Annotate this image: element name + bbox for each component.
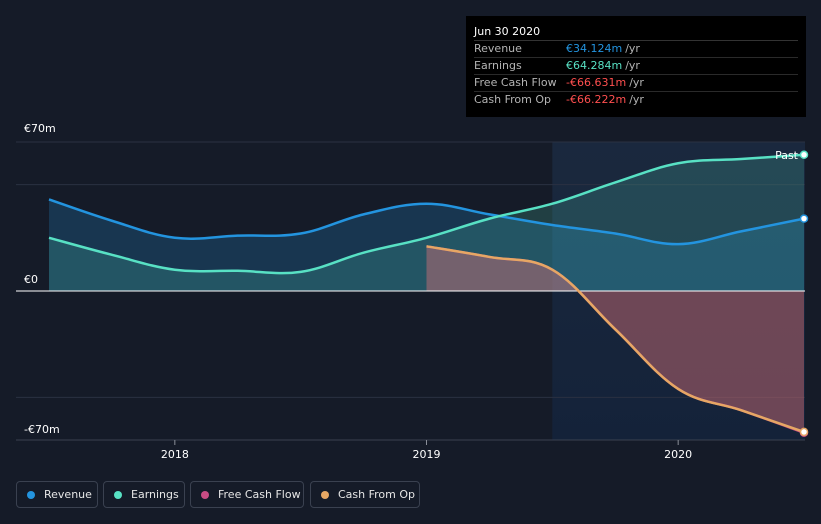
y-tick-label: -€70m [24, 423, 60, 436]
series-areas [49, 154, 804, 433]
x-tick-label: 2018 [161, 448, 189, 461]
revenue-endpoint [799, 214, 809, 223]
cash-from-op-line [426, 245, 805, 434]
tooltip-value: €34.124m [566, 42, 623, 55]
y-axis-labels: €70m €0 -€70m [24, 122, 60, 436]
legend-item-cash-from-op[interactable]: Cash From Op [310, 481, 420, 508]
tooltip-unit: /yr [629, 93, 644, 106]
tooltip-value: -€66.222m [566, 93, 627, 106]
tooltip-unit: /yr [625, 42, 640, 55]
tooltip-row-earnings: Earnings €64.284m /yr [474, 58, 798, 75]
past-label: Past [775, 149, 799, 162]
legend-label: Revenue [44, 488, 92, 501]
tooltip-row-revenue: Revenue €34.124m /yr [474, 41, 798, 58]
legend-label: Free Cash Flow [218, 488, 301, 501]
earnings-line [48, 153, 805, 275]
tooltip-row-free-cash-flow: Free Cash Flow -€66.631m /yr [474, 75, 798, 92]
legend-item-revenue[interactable]: Revenue [16, 481, 98, 508]
revenue-line [48, 198, 805, 246]
free-cash-flow-area [426, 246, 804, 433]
tooltip-label: Cash From Op [474, 93, 552, 106]
x-tick-label: 2019 [413, 448, 441, 461]
revenue-area [49, 199, 804, 291]
cash-from-op-dot-icon [321, 490, 329, 499]
earnings-area [49, 154, 804, 291]
tooltip-unit: /yr [625, 59, 640, 72]
tooltip-value: -€66.631m [566, 76, 627, 89]
tooltip: Jun 30 2020 Revenue €34.124m /yr Earning… [466, 16, 806, 117]
tooltip-label: Earnings [474, 59, 522, 72]
cash-from-op-area [426, 246, 804, 432]
y-tick-label: €0 [24, 273, 38, 286]
legend-item-earnings[interactable]: Earnings [103, 481, 185, 508]
series-lines [48, 153, 805, 434]
tooltip-date: Jun 30 2020 [474, 23, 798, 41]
x-axis: 2018 2019 2020 [16, 439, 805, 461]
tooltip-unit: /yr [629, 76, 644, 89]
x-tick-label: 2020 [664, 448, 692, 461]
legend-label: Earnings [131, 488, 179, 501]
tooltip-value: €64.284m [566, 59, 623, 72]
legend-item-free-cash-flow[interactable]: Free Cash Flow [190, 481, 304, 508]
tooltip-row-cash-from-op: Cash From Op -€66.222m /yr [474, 92, 798, 108]
y-tick-label: €70m [24, 122, 56, 135]
free-cash-flow-dot-icon [201, 490, 209, 499]
revenue-dot-icon [27, 490, 35, 499]
cash-from-op-endpoint [799, 427, 809, 437]
series-endpoints [799, 150, 809, 438]
earnings-endpoint [799, 150, 809, 160]
tooltip-label: Revenue [474, 42, 522, 55]
earnings-dot-icon [114, 490, 122, 499]
grid [16, 141, 805, 398]
tooltip-label: Free Cash Flow [474, 76, 557, 89]
legend-label: Cash From Op [338, 488, 416, 501]
